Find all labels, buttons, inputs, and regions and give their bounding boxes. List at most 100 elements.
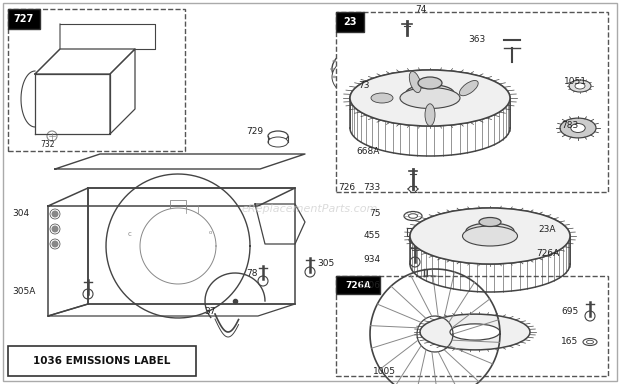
Text: 455: 455 — [364, 232, 381, 240]
Text: 23A: 23A — [538, 225, 556, 233]
Text: 75: 75 — [370, 210, 381, 218]
Ellipse shape — [332, 46, 468, 108]
Ellipse shape — [381, 97, 384, 100]
Text: 304: 304 — [12, 210, 29, 218]
Text: 783: 783 — [561, 121, 578, 131]
Text: 695: 695 — [561, 308, 578, 316]
Ellipse shape — [361, 82, 371, 87]
Text: 1051: 1051 — [564, 78, 587, 86]
Ellipse shape — [372, 56, 428, 82]
Ellipse shape — [479, 217, 501, 227]
Ellipse shape — [432, 41, 436, 44]
Ellipse shape — [457, 83, 461, 86]
Text: 727: 727 — [14, 14, 34, 24]
Ellipse shape — [464, 60, 467, 62]
Circle shape — [51, 225, 58, 232]
Ellipse shape — [587, 340, 593, 344]
Circle shape — [258, 276, 268, 286]
Ellipse shape — [569, 80, 591, 92]
Bar — [8, 346, 196, 376]
Ellipse shape — [268, 137, 288, 147]
Text: 305: 305 — [317, 260, 334, 268]
Ellipse shape — [466, 68, 470, 70]
Ellipse shape — [410, 208, 570, 264]
Ellipse shape — [560, 118, 596, 138]
Ellipse shape — [339, 83, 343, 86]
Ellipse shape — [415, 38, 420, 41]
Text: 305A: 305A — [12, 286, 35, 296]
Text: 165: 165 — [561, 336, 578, 346]
Ellipse shape — [464, 76, 467, 78]
Ellipse shape — [350, 46, 354, 49]
Text: 733: 733 — [363, 182, 380, 192]
Ellipse shape — [409, 71, 421, 93]
Text: c: c — [128, 231, 132, 237]
Ellipse shape — [422, 327, 448, 341]
Ellipse shape — [446, 46, 450, 49]
Ellipse shape — [406, 276, 454, 298]
Ellipse shape — [418, 77, 442, 89]
Ellipse shape — [381, 38, 384, 41]
Circle shape — [410, 257, 420, 267]
Text: 37: 37 — [204, 308, 216, 316]
Bar — [336, 12, 608, 192]
Ellipse shape — [404, 212, 422, 220]
Circle shape — [305, 267, 315, 277]
Circle shape — [51, 240, 58, 248]
Ellipse shape — [466, 223, 514, 239]
Ellipse shape — [332, 76, 336, 78]
Ellipse shape — [459, 81, 478, 96]
Ellipse shape — [398, 37, 402, 40]
Ellipse shape — [463, 226, 518, 246]
Text: 1036 EMISSIONS LABEL: 1036 EMISSIONS LABEL — [33, 356, 170, 366]
Ellipse shape — [450, 324, 500, 340]
Ellipse shape — [268, 131, 288, 141]
Ellipse shape — [457, 53, 461, 55]
Bar — [336, 276, 380, 294]
Text: 726: 726 — [338, 182, 355, 192]
Ellipse shape — [443, 66, 453, 71]
Ellipse shape — [364, 41, 368, 44]
Text: 73: 73 — [358, 81, 370, 91]
Text: 732: 732 — [41, 140, 55, 149]
Text: 934: 934 — [364, 255, 381, 265]
Circle shape — [51, 210, 58, 217]
Text: 78: 78 — [246, 270, 257, 278]
Text: eReplacementParts.com: eReplacementParts.com — [242, 204, 378, 214]
Ellipse shape — [350, 89, 354, 92]
Circle shape — [83, 289, 93, 299]
Ellipse shape — [420, 314, 530, 350]
Text: 23: 23 — [343, 17, 356, 27]
Ellipse shape — [446, 89, 450, 92]
Text: 726A: 726A — [536, 250, 559, 258]
Ellipse shape — [402, 152, 418, 160]
Ellipse shape — [347, 66, 357, 71]
Ellipse shape — [339, 53, 343, 55]
Ellipse shape — [395, 45, 405, 50]
Text: 74: 74 — [415, 5, 427, 13]
Text: 1005: 1005 — [373, 367, 396, 376]
Bar — [8, 9, 185, 151]
Ellipse shape — [575, 83, 585, 89]
Ellipse shape — [409, 214, 417, 218]
Ellipse shape — [350, 70, 510, 126]
Ellipse shape — [406, 84, 454, 101]
Circle shape — [502, 40, 510, 48]
Ellipse shape — [425, 104, 435, 126]
Text: 668A: 668A — [356, 147, 380, 157]
Ellipse shape — [364, 94, 368, 97]
Ellipse shape — [330, 68, 334, 70]
Ellipse shape — [371, 93, 393, 103]
Ellipse shape — [395, 88, 405, 93]
Text: 1006: 1006 — [358, 280, 381, 290]
Bar — [8, 9, 40, 29]
Ellipse shape — [410, 208, 570, 264]
Ellipse shape — [429, 51, 439, 56]
Text: o: o — [208, 230, 211, 235]
Text: 363: 363 — [468, 35, 485, 43]
Ellipse shape — [583, 339, 597, 346]
Ellipse shape — [571, 124, 585, 132]
Text: 726A: 726A — [345, 280, 371, 290]
Circle shape — [513, 39, 523, 49]
Bar — [336, 276, 608, 376]
